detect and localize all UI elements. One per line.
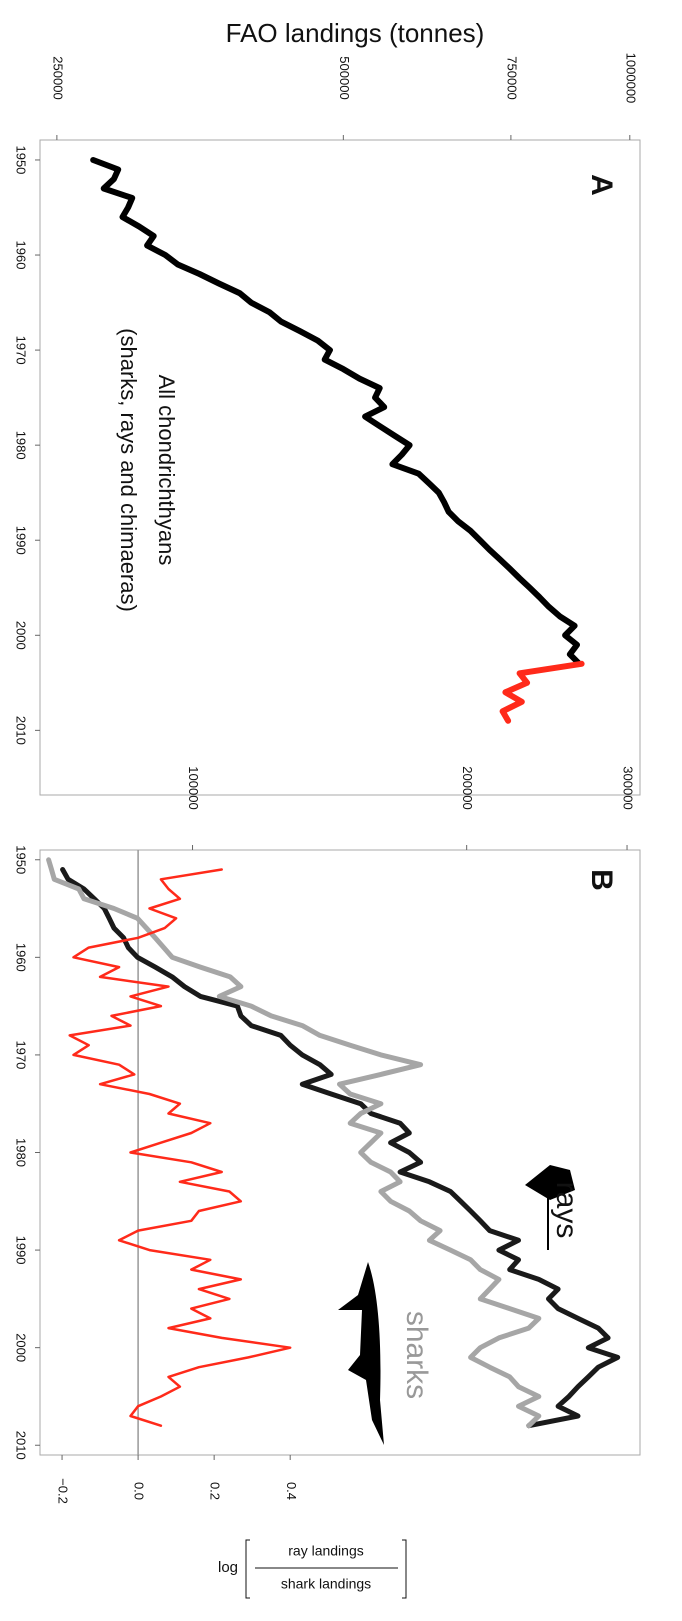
annotation: (sharks, rays and chimaeras): [116, 328, 141, 612]
x-tick-label: 1970: [14, 1040, 29, 1069]
x-tick-label: 2010: [14, 716, 29, 745]
data-line: [503, 664, 582, 721]
shark-icon: [338, 1262, 384, 1445]
x-tick-label: 1950: [14, 146, 29, 175]
panel-label: A: [585, 174, 618, 196]
annotation: All chondrichthyans: [154, 375, 179, 566]
x-tick-label: 1980: [14, 431, 29, 460]
x-tick-label: 2010: [14, 1431, 29, 1460]
x-tick-label: 1990: [14, 1236, 29, 1265]
x-tick-label: 2000: [14, 621, 29, 650]
x-tick-label: 1990: [14, 526, 29, 555]
x-tick-label: 1970: [14, 336, 29, 365]
x-tick-label: 2000: [14, 1333, 29, 1362]
x-tick-label: 1950: [14, 845, 29, 874]
y2-tick-label: 0.0: [132, 1482, 147, 1500]
series-label: rays: [550, 1182, 583, 1239]
y2-tick-label: −0.2: [56, 1478, 71, 1504]
data-line: [70, 870, 291, 1426]
value-axis-title: FAO landings (tonnes): [226, 18, 485, 48]
series-label: sharks: [400, 1311, 433, 1399]
figure: FAO landings (tonnes) A B All chondricht…: [0, 0, 682, 1621]
data-line: [49, 860, 539, 1426]
x-tick-label: 1980: [14, 1138, 29, 1167]
y-tick-label: 100000: [186, 766, 201, 809]
x-tick-label: 1960: [14, 943, 29, 972]
x-tick-label: 1960: [14, 241, 29, 270]
y2-label-denominator: shark landings: [281, 1576, 371, 1592]
y-tick-label: 1000000: [623, 53, 638, 104]
y-tick-label: 500000: [337, 56, 352, 99]
y2-tick-label: 0.4: [284, 1482, 299, 1500]
panel-label: B: [585, 869, 618, 891]
y2-label-numerator: ray landings: [288, 1543, 364, 1559]
y2-label-prefix: log: [218, 1559, 238, 1576]
y2-tick-label: 0.2: [208, 1482, 223, 1500]
y-tick-label: 750000: [504, 56, 519, 99]
y-tick-label: 200000: [460, 766, 475, 809]
y-tick-label: 300000: [621, 766, 636, 809]
y-tick-label: 250000: [50, 56, 65, 99]
